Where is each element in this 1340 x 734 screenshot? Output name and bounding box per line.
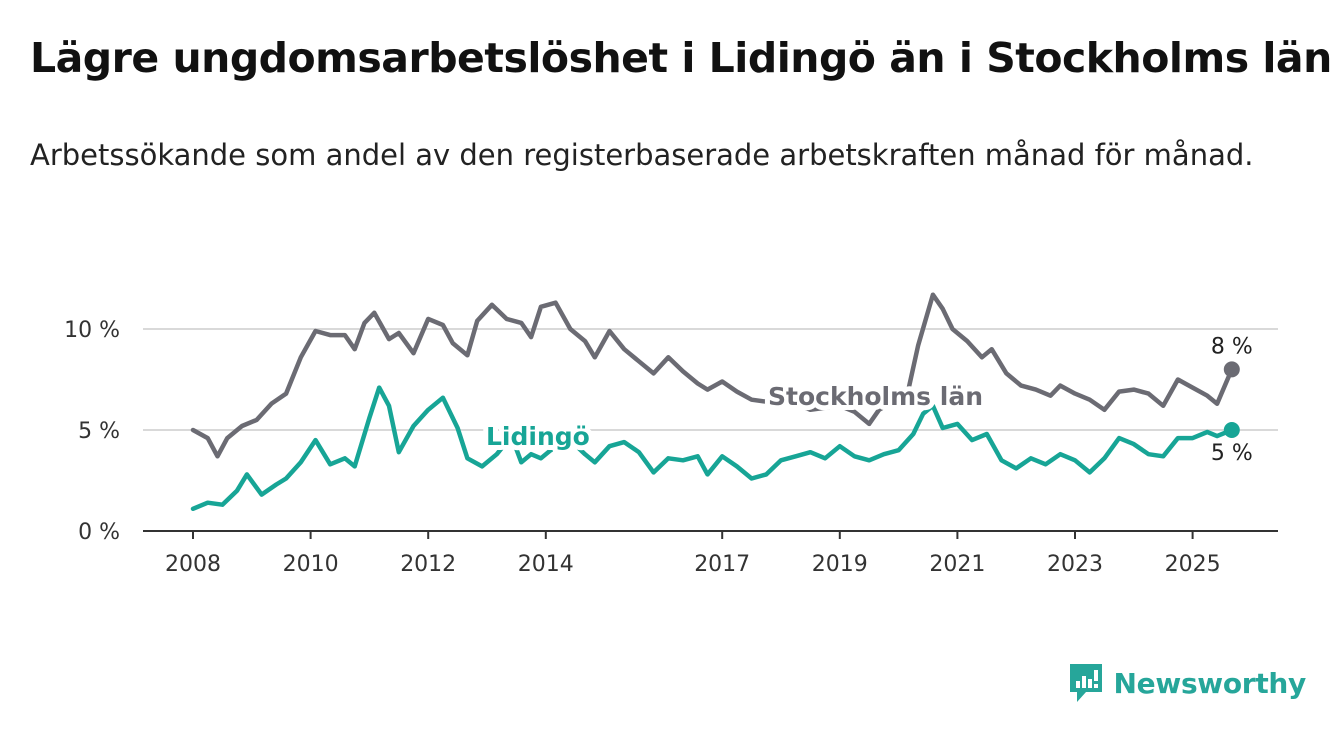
- series-line-liding-: [190, 385, 1235, 512]
- brand-name: Newsworthy: [1113, 666, 1307, 700]
- x-tick-label: 2017: [694, 552, 750, 577]
- x-axis: 2008 2010 2012 2014 2017 2019 2021 2023 2025: [143, 530, 1278, 577]
- gridlines: 0 % 5 % 10 %: [64, 318, 1278, 545]
- end-marker-liding-: [1223, 422, 1240, 438]
- series-name-label: Stockholms län: [768, 382, 983, 411]
- end-label-stockholms-l-n: 8 %: [1211, 334, 1253, 359]
- end-label-liding-: 5 %: [1211, 441, 1253, 466]
- newsworthy-logo-icon: [1069, 664, 1102, 702]
- series-lines: [190, 292, 1240, 512]
- x-tick-label: 2021: [929, 552, 985, 577]
- x-tick-label: 2025: [1165, 552, 1221, 577]
- x-tick-label: 2012: [400, 552, 456, 577]
- y-tick-label: 5 %: [78, 419, 120, 444]
- y-tick-label: 0 %: [78, 520, 120, 545]
- x-tick-label: 2014: [518, 552, 574, 577]
- end-marker-stockholms-l-n: [1223, 361, 1240, 378]
- x-tick-label: 2010: [283, 552, 339, 577]
- x-tick-label: 2023: [1047, 552, 1103, 577]
- chart-title: Lägre ungdomsarbetslöshet i Lidingö än i…: [30, 34, 1332, 82]
- series-labels: 8 % 5 % Stockholms län Lidingö: [481, 334, 1253, 466]
- newsworthy-logo: Newsworthy: [1068, 662, 1306, 704]
- x-tick-label: 2019: [812, 552, 868, 577]
- chart-subtitle: Arbetssökande som andel av den registerb…: [30, 138, 1254, 172]
- series-name-label: Lidingö: [486, 422, 590, 451]
- y-tick-label: 10 %: [64, 318, 120, 343]
- x-tick-label: 2008: [165, 552, 221, 577]
- series-line-stockholms-l-n: [190, 292, 1235, 459]
